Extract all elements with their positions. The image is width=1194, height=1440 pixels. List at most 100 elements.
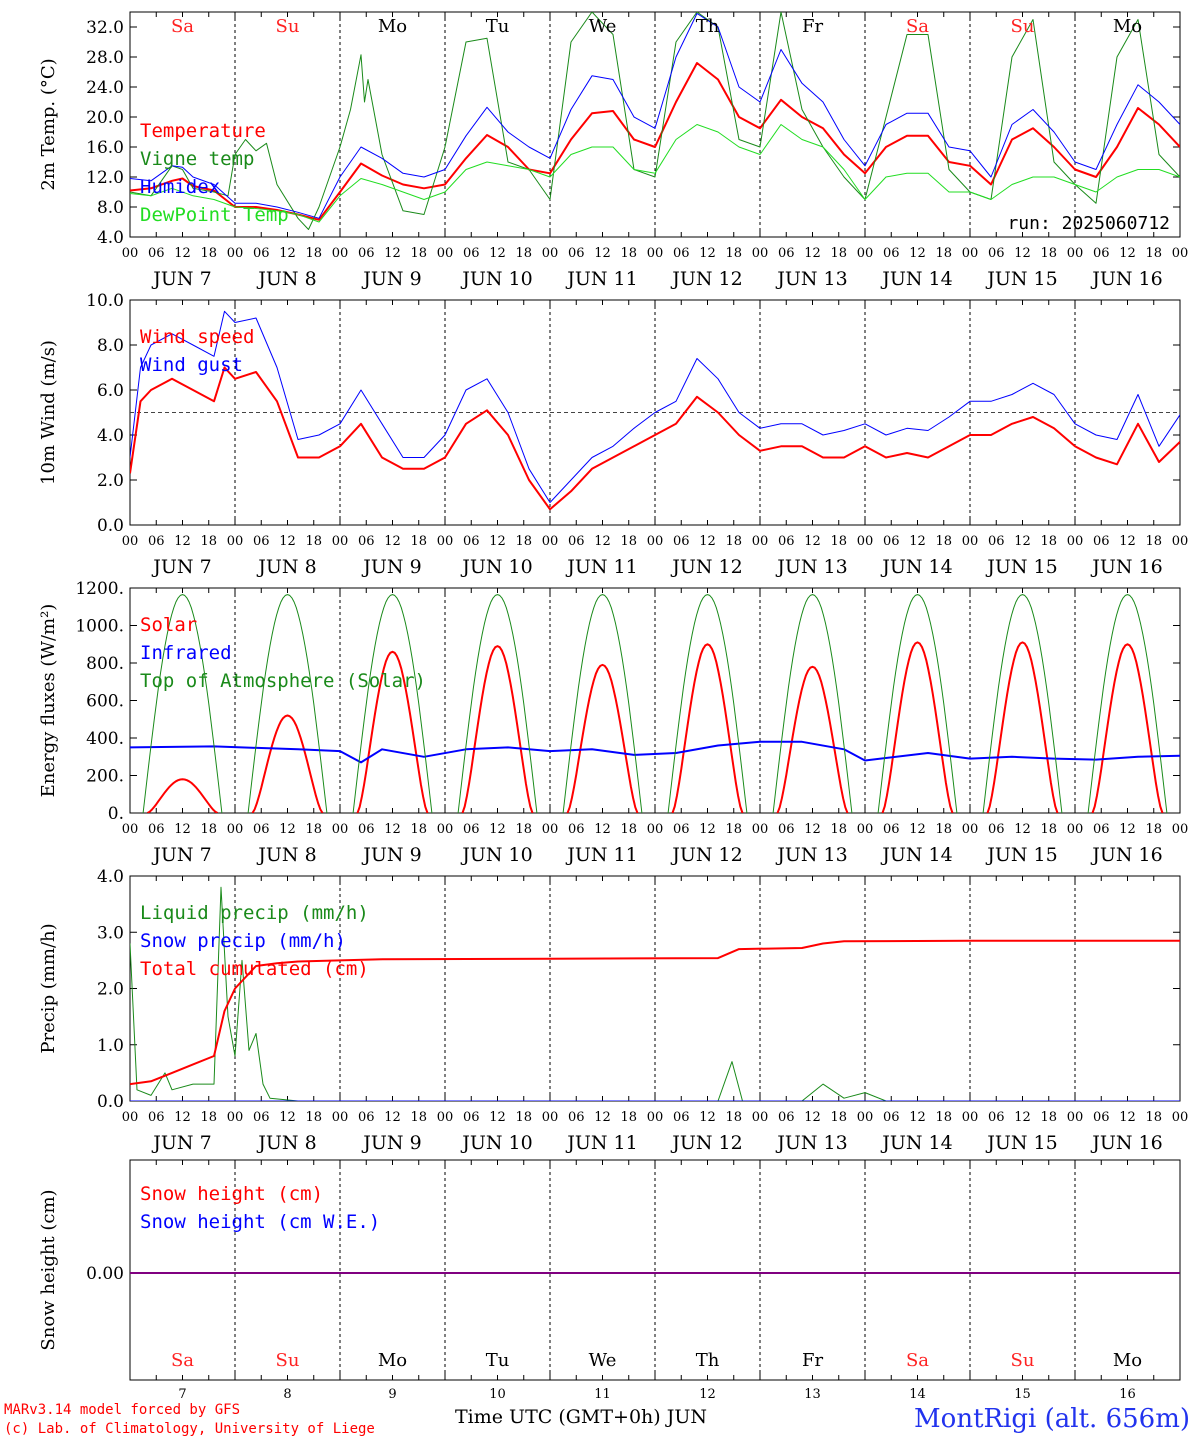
series-line-dewpoint-temp [130,124,1180,223]
day-name: Su [1011,1350,1035,1371]
hour-tick-label: 06 [358,1110,375,1125]
date-label: JUN 14 [880,1132,952,1154]
legend-entry: Total cumulated (cm) [140,958,369,980]
hour-tick-label: 00 [647,1110,664,1125]
series-group [130,12,1180,230]
hour-tick-label: 18 [1040,1110,1057,1125]
hour-tick-label: 12 [1119,822,1136,837]
hour-tick-label: 12 [279,246,296,261]
day-name: We [589,1350,617,1371]
hour-tick-label: 00 [437,822,454,837]
day-number: 15 [1014,1387,1031,1402]
hour-tick-label: 00 [752,246,769,261]
hour-tick-label: 18 [1040,534,1057,549]
hour-tick-label: 00 [542,246,559,261]
y-tick-label: 800. [86,654,124,674]
day-name: Sa [171,16,194,37]
hour-tick-label: 00 [857,1110,874,1125]
y-tick-label: 400. [86,729,124,749]
legend-entry: Infrared [140,642,232,664]
date-label: JUN 15 [985,268,1057,290]
credit-line-1: MARv3.14 model forced by GFS [4,1402,240,1418]
hour-tick-label: 18 [1145,822,1162,837]
date-label: JUN 9 [361,556,421,578]
y-tick-label: 20.0 [86,108,124,128]
date-label: JUN 15 [985,556,1057,578]
hour-tick-label: 06 [673,1110,690,1125]
day-number: 13 [804,1387,821,1402]
day-name: Su [276,16,300,37]
y-tick-label: 1000. [75,617,124,637]
date-label: JUN 13 [775,268,847,290]
y-tick-label: 8.0 [97,336,124,356]
run-label: run: 2025060712 [1007,213,1170,234]
legend-entry: DewPoint Temp [140,204,289,226]
credit-line-2: (c) Lab. of Climatology, University of L… [4,1421,375,1437]
y-axis-label: Energy fluxes (W/m²) [38,604,59,798]
legend-entry: Solar [140,614,197,636]
y-tick-label: 1.0 [97,1036,124,1056]
hour-tick-label: 00 [122,534,139,549]
hour-tick-label: 12 [279,1110,296,1125]
y-tick-label: 0.00 [86,1264,124,1284]
hour-tick-label: 18 [410,534,427,549]
hour-tick-label: 06 [673,246,690,261]
day-name: Fr [802,16,823,37]
hour-tick-label: 00 [1067,1110,1084,1125]
hour-tick-label: 18 [725,246,742,261]
legend-entry: Snow height (cm W.E.) [140,1211,380,1233]
hour-tick-label: 12 [1119,1110,1136,1125]
hour-tick-label: 12 [594,1110,611,1125]
hour-tick-label: 06 [148,246,165,261]
date-label: JUN 10 [460,844,532,866]
y-axis-label: Snow height (cm) [38,1189,59,1350]
hour-tick-label: 18 [305,1110,322,1125]
hour-tick-label: 06 [463,534,480,549]
y-tick-label: 1200. [75,579,124,599]
date-label: JUN 10 [460,268,532,290]
hour-tick-label: 06 [1093,534,1110,549]
date-label: JUN 11 [565,268,637,290]
y-tick-label: 12.0 [86,168,124,188]
hour-tick-label: 18 [305,246,322,261]
hour-tick-label: 18 [200,246,217,261]
hour-tick-label: 00 [857,822,874,837]
hour-tick-label: 18 [410,246,427,261]
hour-tick-label: 00 [962,1110,979,1125]
hour-tick-label: 18 [515,246,532,261]
hour-tick-label: 06 [463,246,480,261]
hour-tick-label: 06 [463,1110,480,1125]
date-label: JUN 15 [985,844,1057,866]
day-name: Fr [802,1350,823,1371]
hour-tick-label: 00 [1067,822,1084,837]
hour-tick-label: 12 [699,1110,716,1125]
hour-tick-label: 12 [384,822,401,837]
hour-tick-label: 06 [988,1110,1005,1125]
hour-tick-label: 06 [358,246,375,261]
hour-tick-label: 00 [752,534,769,549]
hour-tick-label: 18 [620,534,637,549]
hour-tick-label: 18 [620,822,637,837]
hour-tick-label: 00 [122,822,139,837]
series-group [130,886,1180,1101]
hour-tick-label: 00 [962,246,979,261]
hour-tick-label: 06 [253,822,270,837]
hour-tick-label: 00 [1172,1110,1189,1125]
date-label: JUN 8 [256,556,316,578]
hour-tick-label: 12 [384,1110,401,1125]
hour-tick-label: 18 [1040,822,1057,837]
y-tick-label: 24.0 [86,78,124,98]
hour-tick-label: 00 [857,246,874,261]
day-name: Mo [1113,1350,1142,1371]
hour-tick-label: 06 [358,534,375,549]
series-line-total-cumulated-cm- [130,939,1180,1086]
hour-tick-label: 12 [279,534,296,549]
hour-tick-label: 06 [883,1110,900,1125]
hour-tick-label: 12 [699,246,716,261]
hour-tick-label: 06 [883,246,900,261]
date-label: JUN 12 [670,1132,742,1154]
date-label: JUN 8 [256,268,316,290]
hour-tick-label: 12 [699,534,716,549]
hour-tick-label: 00 [1067,246,1084,261]
hour-tick-label: 18 [1040,246,1057,261]
